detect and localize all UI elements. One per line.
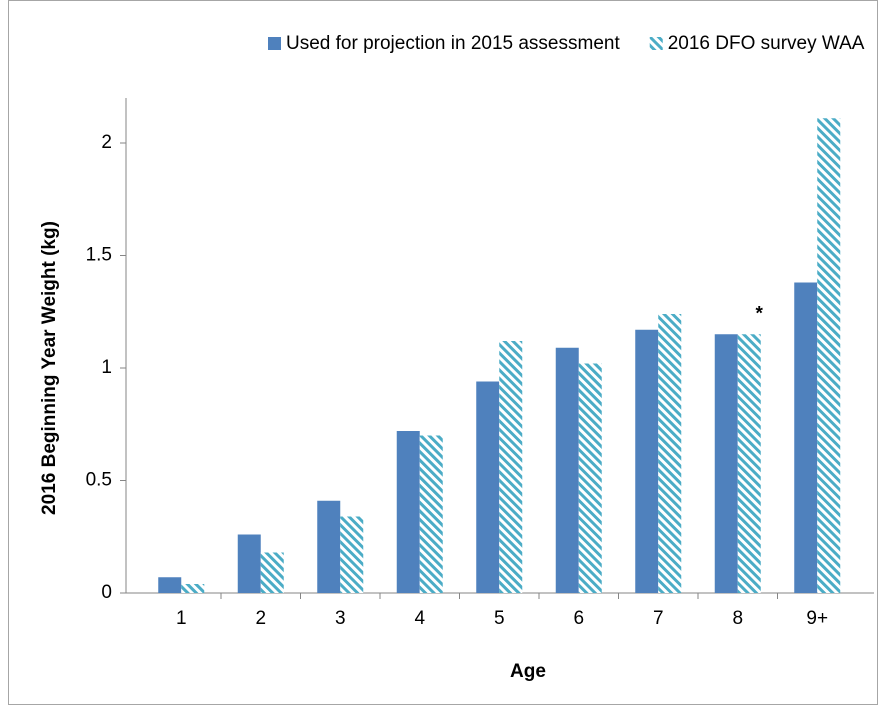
x-tick-label: 6 <box>573 608 584 629</box>
x-tick-label: 1 <box>176 608 187 629</box>
annotation: * <box>756 303 764 324</box>
x-tick-label: 3 <box>335 608 346 629</box>
legend-swatch <box>649 37 663 50</box>
x-tick-label: 9+ <box>806 608 828 629</box>
bar <box>158 577 182 593</box>
y-tick-label: 2 <box>101 132 112 153</box>
bar <box>317 500 341 593</box>
bar <box>794 282 818 593</box>
legend-label: Used for projection in 2015 assessment <box>286 33 620 54</box>
bar <box>658 314 682 593</box>
bar <box>260 552 284 593</box>
bar <box>181 584 205 593</box>
x-axis-label: Age <box>510 661 546 682</box>
y-tick-label: 1 <box>101 357 112 378</box>
bar <box>419 435 443 593</box>
legend-swatch <box>268 37 281 50</box>
y-axis-label: 2016 Beginning Year Weight (kg) <box>39 221 60 515</box>
bar <box>237 534 261 593</box>
x-tick-label: 7 <box>653 608 664 629</box>
bar <box>714 334 738 593</box>
bar <box>578 363 602 593</box>
y-tick-label: 0 <box>101 582 112 603</box>
y-tick-label: 0.5 <box>86 470 112 491</box>
bar <box>396 431 420 593</box>
bar <box>499 341 523 593</box>
x-tick-label: 5 <box>494 608 505 629</box>
x-tick-label: 4 <box>414 608 425 629</box>
x-tick-label: 2 <box>255 608 266 629</box>
bar <box>635 329 659 593</box>
bar <box>555 347 579 593</box>
y-tick-label: 1.5 <box>86 245 112 266</box>
chart-border <box>8 0 878 705</box>
legend-label: 2016 DFO survey WAA <box>668 33 865 54</box>
bar <box>737 334 761 593</box>
bar <box>817 118 841 593</box>
x-tick-label: 8 <box>732 608 743 629</box>
bar <box>476 381 500 593</box>
bar <box>340 516 364 593</box>
